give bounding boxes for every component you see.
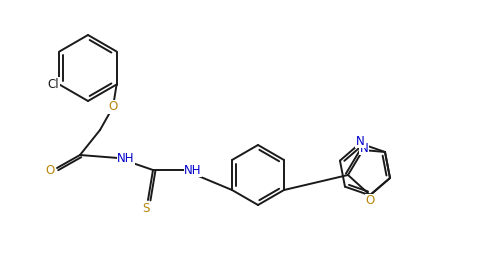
Text: O: O [108, 101, 118, 113]
Text: O: O [366, 195, 375, 208]
Text: O: O [45, 164, 55, 176]
Text: N: N [360, 142, 368, 155]
Text: NH: NH [184, 164, 202, 176]
Text: N: N [356, 135, 365, 148]
Text: Cl: Cl [48, 78, 60, 91]
Text: NH: NH [117, 152, 135, 165]
Text: S: S [142, 202, 150, 216]
